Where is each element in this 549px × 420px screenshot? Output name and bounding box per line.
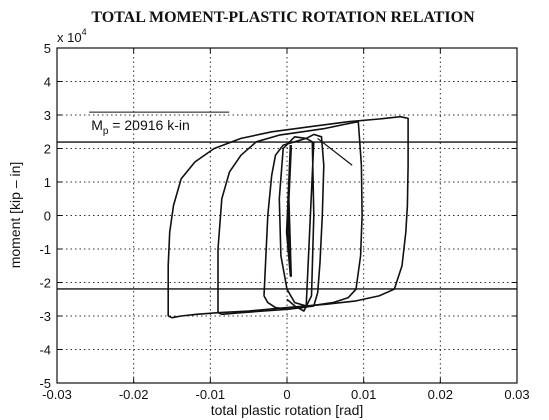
x-tick-label: -0.01 <box>196 387 226 402</box>
mp-label-symbol: M <box>91 117 103 133</box>
y-tick-label: -3 <box>39 309 51 324</box>
hysteresis-loop-1 <box>285 145 292 277</box>
y-ticks: -5 -4 -3 -2 -1 0 1 2 3 4 5 <box>39 41 517 391</box>
y-tick-label: 5 <box>44 41 51 56</box>
x-tick-label: 0.02 <box>428 387 453 402</box>
x-tick-label: -0.03 <box>42 387 72 402</box>
mp-label: Mp = 20916 k-in <box>91 117 190 137</box>
mp-label-value: = 20916 k-in <box>108 117 189 133</box>
y-tick-label: 1 <box>44 175 51 190</box>
y-tick-label: -5 <box>39 376 51 391</box>
x-tick-label: 0.01 <box>351 387 376 402</box>
y-tick-label: 2 <box>44 142 51 157</box>
x-tick-label: -0.02 <box>119 387 149 402</box>
hysteresis-loop-5 <box>167 115 409 319</box>
x-tick-label: 0.03 <box>504 387 529 402</box>
hysteresis-loop-4 <box>217 120 363 316</box>
y-tick-label: -4 <box>39 343 51 358</box>
y-multiplier: x 104 <box>57 27 87 45</box>
y-tick-label: -2 <box>39 276 51 291</box>
x-ticks: -0.03 -0.02 -0.01 0 0.01 0.02 0.03 <box>42 48 530 402</box>
chart-title: TOTAL MOMENT-PLASTIC ROTATION RELATION <box>91 9 475 26</box>
y-axis-label: moment [kip – in] <box>7 162 23 269</box>
y-tick-label: -1 <box>39 242 51 257</box>
y-multiplier-exponent: 4 <box>82 27 87 37</box>
annotation-group <box>317 137 353 166</box>
y-tick-label: 0 <box>44 209 51 224</box>
y-multiplier-base: x 10 <box>57 30 82 45</box>
y-tick-label: 4 <box>44 75 51 90</box>
x-axis-label: total plastic rotation [rad] <box>211 402 364 418</box>
y-tick-label: 3 <box>44 108 51 123</box>
annotation-arrow <box>317 137 353 166</box>
mp-label-subscript: p <box>103 126 109 137</box>
x-tick-label: 0 <box>283 387 290 402</box>
series-group <box>167 115 409 319</box>
